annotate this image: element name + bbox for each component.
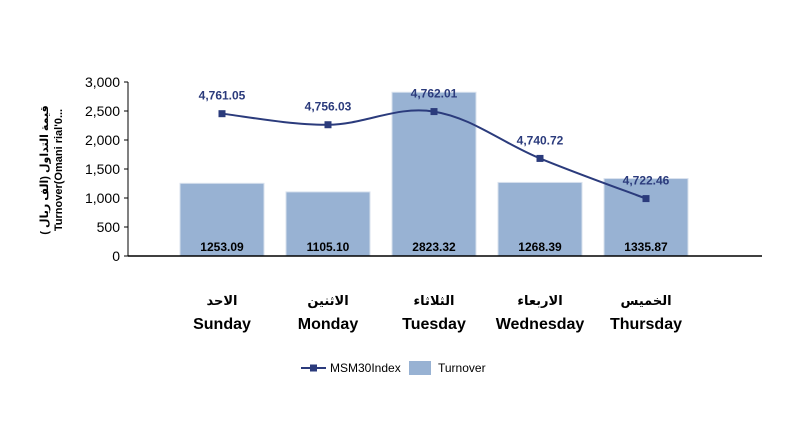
- msm30-value-label: 4,722.46: [623, 174, 670, 188]
- category-label-en: Wednesday: [496, 316, 585, 333]
- msm30-point: [324, 121, 332, 129]
- turnover-bar: [285, 191, 371, 257]
- y-tick-label: 0: [112, 248, 120, 264]
- y-tick-label: 500: [97, 219, 121, 235]
- turnover-value-label: 1335.87: [624, 240, 668, 254]
- turnover-bar: [391, 91, 477, 257]
- x-axis-categories: الاحد Sunday الاثنين Monday الثلاثاء Tuesday ا…: [193, 293, 682, 333]
- y-axis-label-line: Turnover(Omani rial'0...: [53, 109, 65, 231]
- category-label-en: Sunday: [193, 316, 251, 333]
- legend-label-turnover: Turnover: [438, 361, 486, 375]
- category-label-ar: الاحد: [206, 293, 237, 308]
- axes: [127, 82, 762, 257]
- msm30-value-label: 4,740.72: [517, 133, 564, 147]
- y-axis-label: ( قيمة التداول (الف ريال Turnover(Omani r…: [39, 105, 65, 234]
- category-label-en: Monday: [298, 316, 359, 333]
- msm30-value-label: 4,756.03: [305, 100, 352, 114]
- y-tick-label: 3,000: [85, 74, 120, 90]
- turnover-bars: [179, 91, 689, 257]
- msm30-value-label: 4,762.01: [411, 87, 458, 101]
- category-label-ar: الثلاثاء: [414, 293, 455, 308]
- turnover-bar: [603, 178, 689, 257]
- turnover-bar: [497, 181, 583, 257]
- legend: MSM30Index Turnover: [301, 361, 486, 375]
- turnover-value-label: 2823.32: [412, 240, 456, 254]
- category-label-en: Tuesday: [402, 316, 466, 333]
- msm30-point: [430, 108, 438, 116]
- msm30-point: [536, 154, 544, 162]
- y-axis-ticks: 0 500 1,000 1,500 2,000 2,500 3,000: [85, 74, 128, 264]
- turnover-value-label: 1268.39: [518, 240, 562, 254]
- turnover-value-label: 1105.10: [307, 240, 350, 254]
- msm30-point: [218, 110, 226, 118]
- turnover-value-label: 1253.09: [200, 240, 244, 254]
- legend-line-marker: [310, 364, 317, 372]
- category-label-ar: الاثنين: [307, 293, 348, 308]
- msm30-point: [642, 195, 650, 203]
- turnover-bar-labels: 1253.09 1105.10 2823.32 1268.39 1335.87: [200, 240, 668, 254]
- category-label-ar: الاربعاء: [517, 293, 562, 308]
- y-axis-label-line: ( قيمة التداول (الف ريال: [39, 105, 51, 234]
- msm30-value-label: 4,761.05: [199, 89, 246, 103]
- y-tick-label: 2,500: [85, 103, 120, 119]
- category-label-en: Thursday: [610, 316, 682, 333]
- category-label-ar: الخميس: [620, 293, 671, 308]
- legend-label-msm30: MSM30Index: [330, 361, 401, 375]
- legend-bar-swatch: [409, 361, 431, 375]
- msm30-line: 4,761.05 4,756.03 4,762.01 4,740.72 4,722.46: [199, 87, 670, 203]
- y-tick-label: 1,500: [85, 161, 120, 177]
- y-tick-label: 2,000: [85, 132, 120, 148]
- y-tick-label: 1,000: [85, 190, 120, 206]
